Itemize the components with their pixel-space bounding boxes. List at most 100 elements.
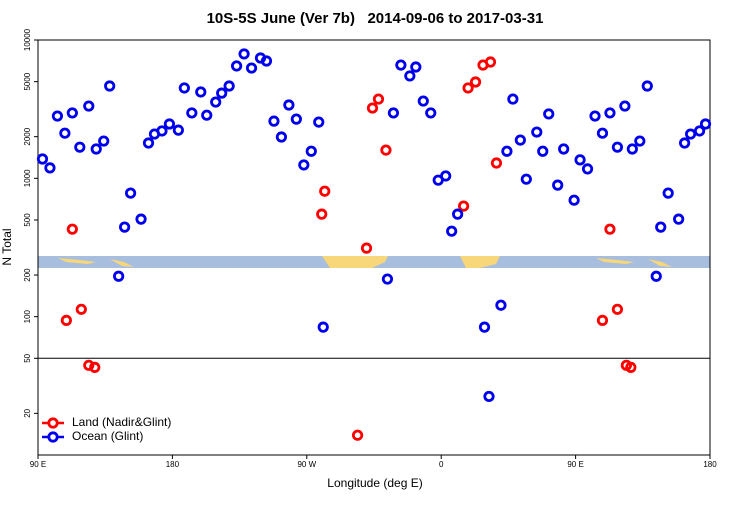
point (641, 80, 653, 92)
legend-label: Land (Nadir&Glint) (72, 415, 171, 429)
point (360, 242, 373, 254)
point (531, 126, 543, 138)
y-tick-label: 100 (23, 309, 32, 323)
legend-marker (47, 417, 59, 429)
x-axis-label: Longitude (deg E) (327, 476, 422, 490)
point (483, 390, 495, 403)
plot-frame (37, 39, 711, 456)
point (662, 187, 674, 199)
point (83, 359, 95, 371)
point (381, 273, 394, 285)
point (216, 87, 228, 99)
point (201, 109, 213, 121)
y-tick-label: 20 (23, 408, 32, 417)
point (268, 115, 280, 127)
point (275, 131, 288, 143)
point (90, 143, 102, 155)
point (186, 107, 198, 119)
point (626, 143, 638, 155)
point (44, 162, 56, 174)
point (319, 185, 331, 197)
chart-title: 10S-5S June (Ver 7b) 2014-09-06 to 2017-… (207, 10, 544, 27)
point (574, 154, 586, 166)
point (36, 153, 49, 165)
point (119, 221, 131, 233)
point (446, 225, 458, 237)
point (66, 223, 78, 235)
point (490, 157, 503, 169)
point (142, 137, 155, 149)
point (210, 96, 222, 108)
point (283, 99, 295, 111)
y-tick-label: 5000 (23, 72, 32, 90)
point (625, 361, 637, 373)
y-tick-label: 50 (23, 353, 32, 362)
point (74, 141, 86, 153)
point (558, 143, 570, 155)
point (231, 60, 243, 72)
point (66, 107, 78, 119)
point (60, 314, 72, 326)
x-tick-label: 180 (703, 460, 717, 469)
point (611, 141, 624, 153)
point (172, 124, 184, 136)
point (380, 144, 392, 156)
point (59, 127, 71, 139)
point (135, 213, 147, 225)
point (124, 187, 137, 199)
point (366, 102, 379, 114)
point (75, 303, 87, 315)
point (156, 125, 168, 137)
y-tick-label: 500 (23, 213, 32, 227)
point (679, 137, 691, 149)
point (195, 86, 207, 98)
point (507, 93, 519, 105)
point (98, 135, 110, 147)
point (611, 303, 624, 315)
point (290, 113, 302, 125)
point (699, 118, 712, 130)
x-tick-label: 90 W (297, 460, 316, 469)
x-tick-label: 0 (439, 460, 444, 469)
x-tick-label: 90 E (30, 460, 46, 469)
point (469, 76, 482, 88)
point (514, 134, 526, 146)
point (245, 62, 258, 74)
point (581, 163, 594, 175)
point (520, 173, 532, 185)
x-tick-label: 180 (166, 460, 180, 469)
point (440, 170, 452, 182)
point (317, 321, 329, 333)
point (316, 208, 328, 220)
point (223, 80, 235, 92)
point (596, 314, 609, 326)
point (395, 59, 407, 71)
point (83, 100, 95, 112)
point (604, 223, 616, 235)
point (650, 270, 662, 282)
point (537, 145, 549, 157)
y-tick-label: 10000 (23, 28, 32, 51)
point (478, 321, 491, 333)
point (51, 110, 64, 122)
point (298, 159, 310, 171)
point (387, 107, 400, 119)
point (178, 82, 190, 94)
point (313, 116, 325, 128)
point (457, 200, 470, 212)
point (410, 61, 422, 73)
point (351, 429, 364, 441)
point (163, 118, 176, 130)
point (684, 128, 697, 140)
point (501, 145, 513, 157)
legend-marker (47, 431, 59, 443)
point (104, 80, 116, 92)
point (452, 208, 464, 220)
point (634, 135, 646, 147)
point (543, 108, 555, 120)
point (552, 179, 564, 191)
point (495, 299, 507, 311)
point (604, 107, 616, 119)
point (372, 93, 385, 105)
